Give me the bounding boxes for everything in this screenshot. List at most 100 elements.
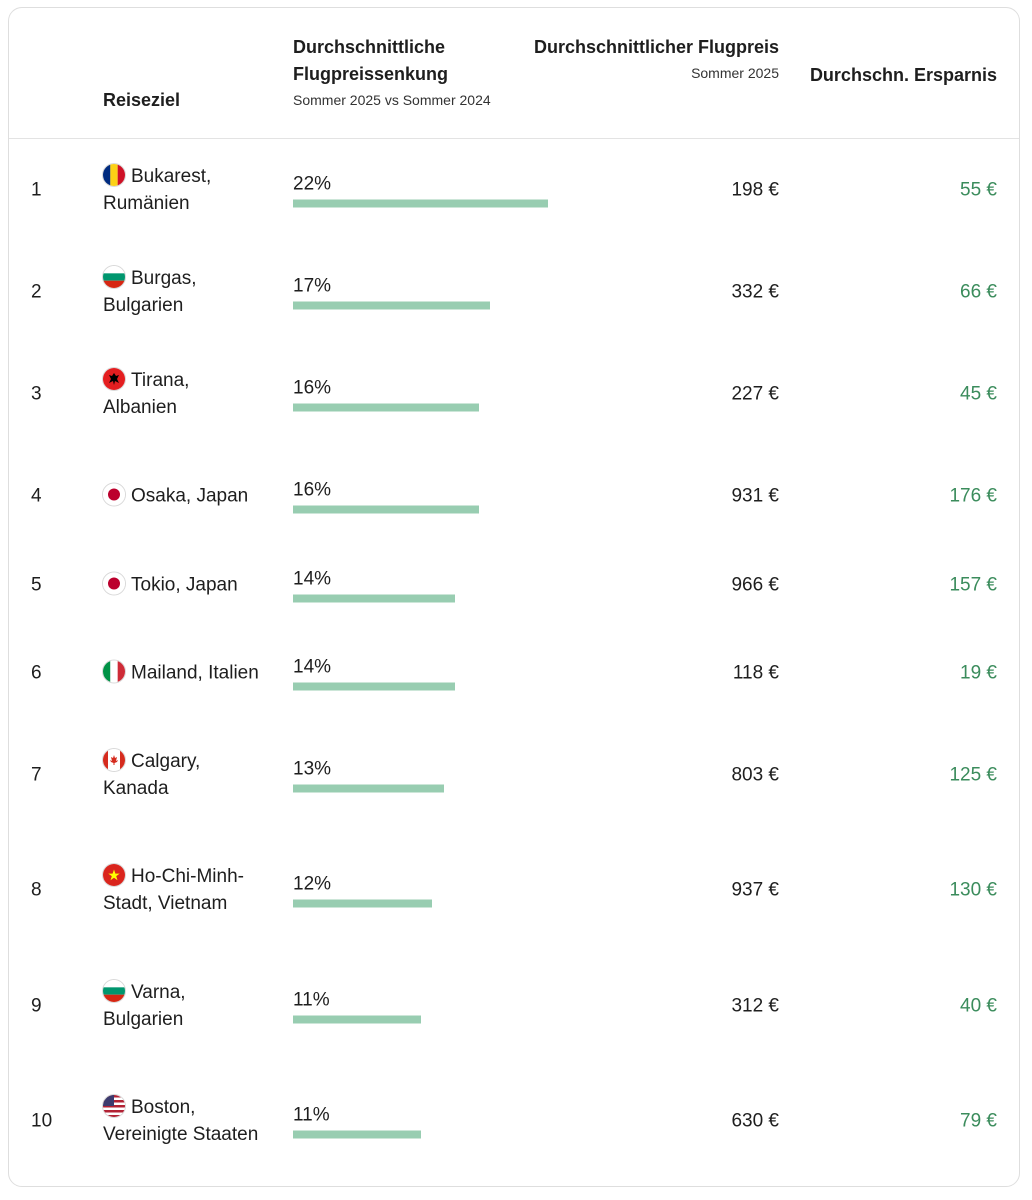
average-savings: 19 € [960,662,997,684]
price-drop-bar [293,784,444,793]
price-drop-cell: 11% [293,1104,421,1139]
destination-name: Mailand, Italien [131,662,259,684]
header-savings: Durchschn. Ersparnis [797,62,997,89]
price-drop-bar [293,682,456,691]
price-drop-cell: 16% [293,377,479,412]
destinations-table: Reiseziel Durchschnittliche Flugpreissen… [8,7,1020,1187]
price-drop-label: 16% [293,479,332,501]
header-destination-label: Reiseziel [103,90,181,110]
price-drop-label: 14% [293,568,332,590]
header-average-fare: Durchschnittlicher Flugpreis Sommer 2025 [519,34,779,83]
price-drop-bar [293,403,479,412]
destination-name: Boston, Vereinigte Staaten [103,1097,259,1145]
average-fare: 312 € [731,995,779,1017]
price-drop-cell: 16% [293,479,479,514]
average-savings: 66 € [960,281,997,303]
header-price-drop-sub: Sommer 2025 vs Sommer 2024 [293,92,491,108]
price-drop-bar [293,301,490,310]
usa-flag-icon [103,1095,125,1117]
rank-number: 3 [31,383,42,405]
rank-number: 7 [31,764,42,786]
italy-flag-icon [103,660,125,683]
rank-number: 4 [31,485,42,507]
average-savings: 130 € [949,879,997,901]
price-drop-label: 11% [293,989,330,1011]
average-fare: 931 € [731,485,779,507]
average-fare: 630 € [731,1110,779,1132]
destination-cell: Tokio, Japan [103,572,263,599]
destination-name: Tokio, Japan [131,574,238,596]
destination-name: Tirana, Albanien [103,370,190,418]
destination-name: Ho-Chi-Minh-Stadt, Vietnam [103,866,244,914]
rank-number: 6 [31,662,42,684]
price-drop-bar [293,594,456,603]
header-price-drop: Durchschnittliche Flugpreissenkung Somme… [293,34,573,110]
destination-cell: Bukarest, Rumänien [103,163,263,217]
albania-flag-icon [103,368,125,390]
rank-number: 8 [31,879,42,901]
average-fare: 803 € [731,764,779,786]
average-fare: 198 € [731,179,779,201]
average-fare: 332 € [731,281,779,303]
destination-name: Burgas, Bulgarien [103,268,197,316]
destination-cell: Burgas, Bulgarien [103,265,263,319]
japan-flag-icon [103,483,125,506]
price-drop-cell: 17% [293,275,490,310]
price-drop-label: 11% [293,1104,330,1126]
price-drop-cell: 14% [293,656,456,691]
rank-number: 10 [31,1110,53,1132]
price-drop-bar [293,1130,421,1139]
average-savings: 125 € [949,764,997,786]
destination-cell: Boston, Vereinigte Staaten [103,1094,263,1148]
average-savings: 157 € [949,574,997,596]
destination-cell: Tirana, Albanien [103,367,263,421]
destination-name: Osaka, Japan [131,485,249,507]
average-fare: 966 € [731,574,779,596]
vietnam-flag-icon [103,864,125,886]
destination-cell: Varna, Bulgarien [103,979,263,1033]
average-savings: 45 € [960,383,997,405]
destination-name: Bukarest, Rumänien [103,166,212,214]
price-drop-cell: 22% [293,173,548,208]
price-drop-bar [293,505,479,514]
destination-name: Calgary, Kanada [103,751,201,799]
destination-name: Varna, Bulgarien [103,982,186,1030]
average-savings: 55 € [960,179,997,201]
price-drop-cell: 13% [293,758,444,793]
header-savings-label: Durchschn. Ersparnis [809,65,997,85]
price-drop-cell: 12% [293,873,433,908]
average-fare: 227 € [731,383,779,405]
destination-cell: Calgary, Kanada [103,748,263,802]
price-drop-cell: 14% [293,568,456,603]
price-drop-label: 12% [293,873,332,895]
price-drop-label: 14% [293,656,332,678]
price-drop-label: 13% [293,758,332,780]
japan-flag-icon [103,572,125,595]
average-fare: 118 € [732,662,779,684]
destination-cell: Ho-Chi-Minh-Stadt, Vietnam [103,863,263,917]
price-drop-bar [293,1015,421,1024]
price-drop-label: 16% [293,377,332,399]
average-savings: 176 € [949,485,997,507]
header-average-fare-label: Durchschnittlicher Flugpreis [533,37,779,57]
price-drop-bar [293,199,548,208]
rank-number: 9 [31,995,42,1017]
rank-number: 2 [31,281,42,303]
average-savings: 40 € [960,995,997,1017]
header-destination: Reiseziel [103,87,180,114]
header-price-drop-label: Durchschnittliche Flugpreissenkung [293,37,449,84]
rank-number: 1 [31,179,42,201]
average-fare: 937 € [731,879,779,901]
price-drop-cell: 11% [293,989,421,1024]
price-drop-label: 22% [293,173,332,195]
table-header: Reiseziel Durchschnittliche Flugpreissen… [9,8,1019,139]
bulgaria-flag-icon [103,980,125,1002]
romania-flag-icon [103,164,125,186]
canada-flag-icon [103,749,125,771]
price-drop-label: 17% [293,275,332,297]
average-savings: 79 € [960,1110,997,1132]
destination-cell: Mailand, Italien [103,660,263,687]
rank-number: 5 [31,574,42,596]
bulgaria-flag-icon [103,266,125,288]
price-drop-bar [293,899,433,908]
